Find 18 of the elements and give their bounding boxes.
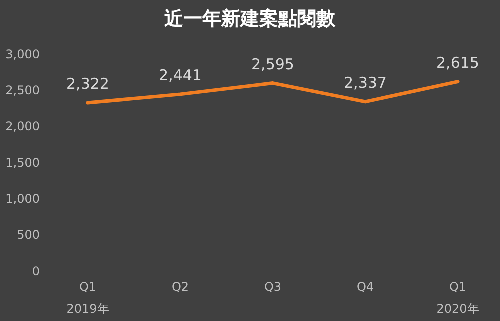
data-label: 2,337 (344, 74, 387, 92)
x-tick-label: Q1 2019年 (66, 280, 110, 316)
x-tick-label: Q2 (172, 280, 190, 294)
data-label: 2,322 (66, 75, 110, 94)
y-tick-label: 1,500 (6, 156, 40, 170)
x-tick-label: Q1 2020年 (436, 280, 480, 316)
data-label: 2,441 (159, 66, 202, 84)
data-label: 2,595 (252, 55, 294, 74)
y-tick-label: 1,000 (6, 192, 40, 206)
x-tick-label: Q3 (264, 280, 282, 294)
y-tick-label: 2,000 (6, 120, 40, 134)
y-tick-label: 3,000 (6, 47, 40, 62)
y-tick-label: 0 (32, 264, 40, 278)
x-tick-label: Q4 (356, 280, 374, 294)
y-tick-label: 500 (17, 228, 40, 242)
data-label: 2,615 (436, 54, 480, 72)
y-tick-label: 2,500 (6, 83, 40, 98)
chart-title: 近一年新建案點閱數 (164, 7, 336, 32)
